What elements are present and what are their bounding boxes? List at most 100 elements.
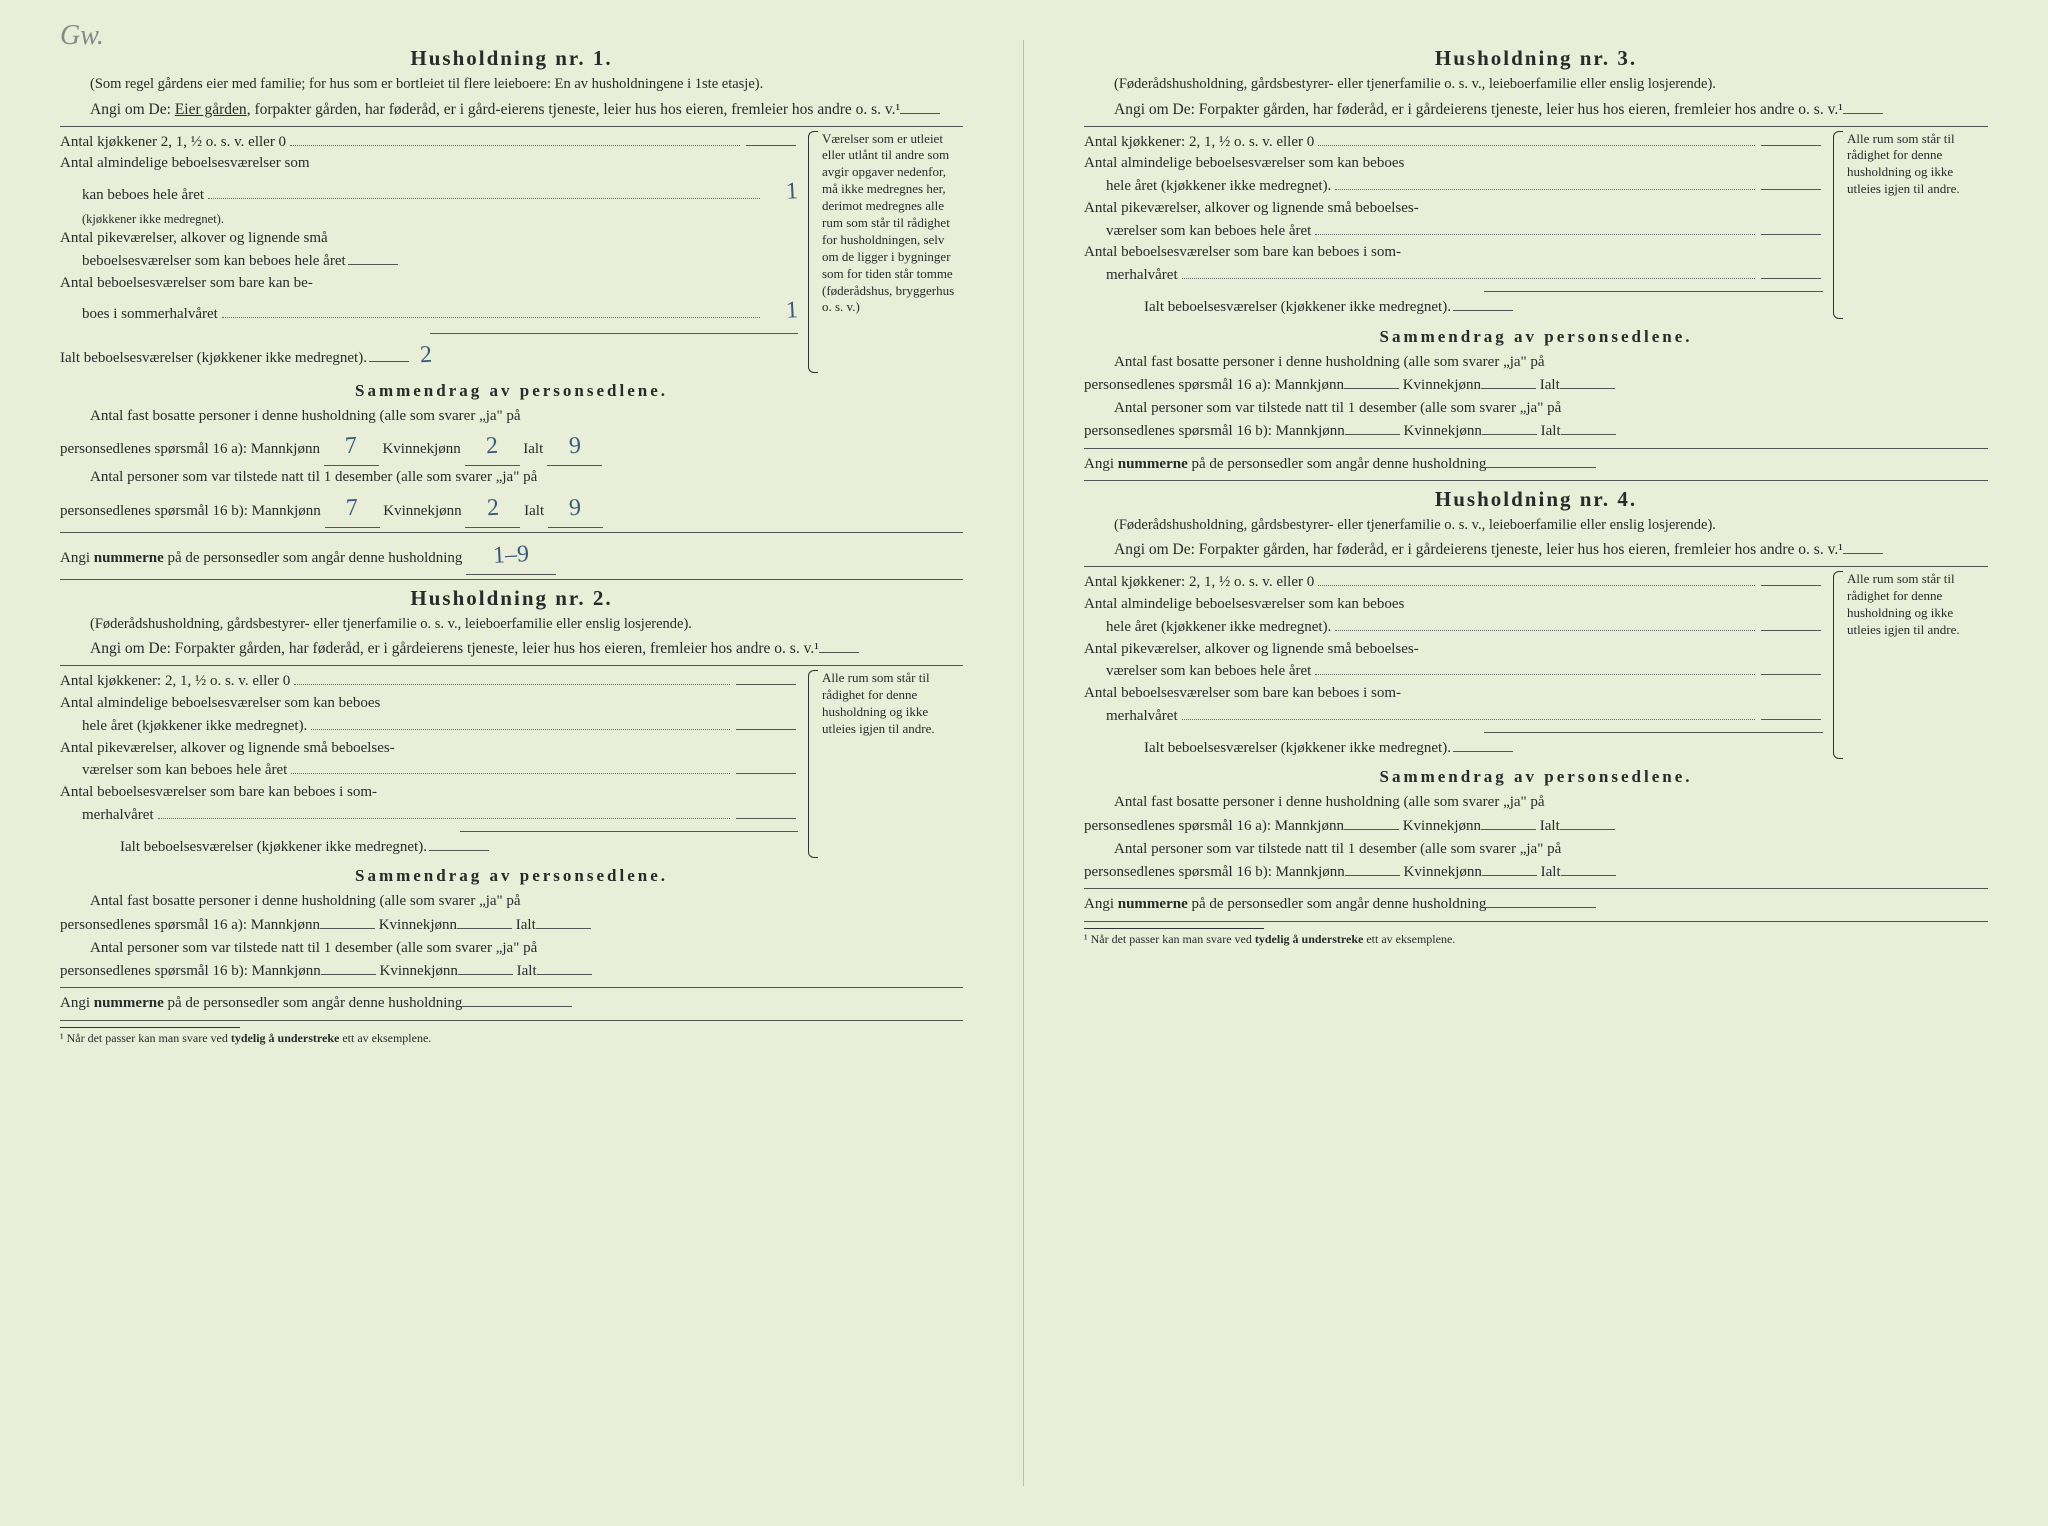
h2-subtitle: (Føderådshusholdning, gårdsbestyrer- ell… (60, 615, 963, 635)
h4-title: Husholdning nr. 4. (1084, 487, 1988, 512)
h2-r4a: Antal beboelsesværelser som bare kan beb… (60, 782, 377, 804)
h1-r1: Antal kjøkkener 2, 1, ½ o. s. v. eller 0 (60, 132, 286, 154)
h3-r4b: merhalvåret (1084, 265, 1178, 287)
h3-r2a: Antal almindelige beboelsesværelser som … (1084, 153, 1404, 175)
h3-sum-title: Sammendrag av personsedlene. (1084, 327, 1988, 347)
h2-sum-3c: på de personsedler som angår denne husho… (164, 995, 463, 1011)
hw-k1: 2 (476, 427, 508, 466)
kv4: Kvinnekjønn (380, 963, 458, 979)
h4-question: Angi om De: Forpakter gården, har føderå… (1084, 538, 1988, 562)
h1-r4a: Antal beboelsesværelser som bare kan be- (60, 273, 313, 295)
h4-sum-2a: Antal personer som var tilstede natt til… (1084, 838, 1988, 861)
h4-r4a: Antal beboelsesværelser som bare kan beb… (1084, 683, 1401, 705)
kv2: Kvinnekjønn (383, 503, 461, 519)
h2-question: Angi om De: Forpakter gården, har føderå… (60, 637, 963, 661)
hw-i2: 9 (559, 489, 591, 528)
h3-r1: Antal kjøkkener: 2, 1, ½ o. s. v. eller … (1084, 132, 1314, 154)
h4-sum-1a: Antal fast bosatte personer i denne hush… (1084, 791, 1988, 814)
h4-subtitle: (Føderådshusholdning, gårdsbestyrer- ell… (1084, 516, 1988, 536)
h1-q-a: Angi om De: (90, 101, 175, 118)
h3-sum-2a: Antal personer som var tilstede natt til… (1084, 397, 1988, 420)
h3-title: Husholdning nr. 3. (1084, 46, 1988, 71)
h2-r2a: Antal almindelige beboelsesværelser som … (60, 693, 380, 715)
h3-r3a: Antal pikeværelser, alkover og lignende … (1084, 198, 1419, 220)
h2-r3b: værelser som kan beboes hele året (60, 760, 287, 782)
footnote-left: ¹ Når det passer kan man svare ved tydel… (60, 1031, 963, 1046)
h1-rooms: Antal kjøkkener 2, 1, ½ o. s. v. eller 0… (60, 131, 963, 373)
h2-r1: Antal kjøkkener: 2, 1, ½ o. s. v. eller … (60, 671, 290, 693)
h1-sum-3c: på de personsedler som angår denne husho… (164, 550, 463, 566)
h1-sum-1a: Antal fast bosatte personer i denne hush… (60, 405, 963, 428)
h2-r5: Ialt beboelsesværelser (kjøkkener ikke m… (60, 837, 427, 859)
h4-r3b: værelser som kan beboes hele året (1084, 661, 1311, 683)
kv: Kvinnekjønn (382, 441, 460, 457)
hw-alm: 1 (763, 174, 799, 211)
hw-m1: 7 (335, 427, 367, 466)
h2-sum-1a: Antal fast bosatte personer i denne hush… (60, 890, 963, 913)
h4-r4b: merhalvåret (1084, 706, 1178, 728)
h2-sum-3b: nummerne (94, 995, 164, 1011)
h2-r3a: Antal pikeværelser, alkover og lignende … (60, 738, 395, 760)
hw-k2: 2 (477, 489, 509, 528)
h3-rooms: Antal kjøkkener: 2, 1, ½ o. s. v. eller … (1084, 131, 1988, 319)
h2-title: Husholdning nr. 2. (60, 586, 963, 611)
h1-r2a: Antal almindelige beboelsesværelser som (60, 153, 310, 175)
h1-r4b: boes i sommerhalvåret (60, 304, 218, 326)
h1-q-ul: Eier gården (175, 101, 247, 118)
h4-rooms: Antal kjøkkener: 2, 1, ½ o. s. v. eller … (1084, 571, 1988, 759)
h3-r4a: Antal beboelsesværelser som bare kan beb… (1084, 242, 1401, 264)
h4-sum-2b: personsedlenes spørsmål 16 b): Mannkjønn (1084, 864, 1345, 880)
h1-sum-2b: personsedlenes spørsmål 16 b): Mannkjønn (60, 503, 321, 519)
h2-sum-1b: personsedlenes spørsmål 16 a): Mannkjønn (60, 917, 320, 933)
ia4: Ialt (517, 963, 537, 979)
h2-sum-2b: personsedlenes spørsmål 16 b): Mannkjønn (60, 963, 321, 979)
right-page: Husholdning nr. 3. (Føderådshusholdning,… (1024, 40, 2048, 1486)
h1-r5: Ialt beboelsesværelser (kjøkkener ikke m… (60, 348, 367, 370)
ia3: Ialt (516, 917, 536, 933)
h1-room-note: Værelser som er utleiet eller utlånt til… (822, 131, 954, 315)
h1-subtitle: (Som regel gårdens eier med familie; for… (60, 75, 963, 95)
h1-q-b: , forpakter gården, har føderåd, er i gå… (247, 101, 901, 118)
hw-m2: 7 (336, 489, 368, 528)
hw-num: 1–9 (492, 536, 530, 575)
h3-r5: Ialt beboelsesværelser (kjøkkener ikke m… (1084, 297, 1451, 319)
h2-sum-3a: Angi (60, 995, 94, 1011)
hw-som: 1 (763, 293, 799, 330)
h1-r3b: beboelsesværelser som kan beboes hele år… (60, 251, 346, 273)
h4-sum-1b: personsedlenes spørsmål 16 a): Mannkjønn (1084, 818, 1344, 834)
ia2: Ialt (524, 503, 544, 519)
h3-sum-2b: personsedlenes spørsmål 16 b): Mannkjønn (1084, 423, 1345, 439)
h2-rooms: Antal kjøkkener: 2, 1, ½ o. s. v. eller … (60, 670, 963, 858)
h1-question: Angi om De: Eier gården, forpakter gårde… (60, 98, 963, 122)
h4-room-note: Alle rum som står til rådighet for denne… (1847, 571, 1960, 637)
h4-r5: Ialt beboelsesværelser (kjøkkener ikke m… (1084, 738, 1451, 760)
h1-sum-3b: nummerne (94, 550, 164, 566)
h1-title: Husholdning nr. 1. (60, 46, 963, 71)
h3-room-note: Alle rum som står til rådighet for denne… (1847, 131, 1960, 197)
h1-sum-title: Sammendrag av personsedlene. (60, 381, 963, 401)
h4-r2a: Antal almindelige beboelsesværelser som … (1084, 594, 1404, 616)
h1-r2c: (kjøkkener ikke medregnet). (60, 210, 224, 228)
h2-r4b: merhalvåret (60, 805, 154, 827)
h3-sum-1b: personsedlenes spørsmål 16 a): Mannkjønn (1084, 377, 1344, 393)
footnote-right: ¹ Når det passer kan man svare ved tydel… (1084, 932, 1988, 947)
h2-sum-title: Sammendrag av personsedlene. (60, 866, 963, 886)
h2-room-note: Alle rum som står til rådighet for denne… (822, 670, 935, 736)
h3-question: Angi om De: Forpakter gården, har føderå… (1084, 98, 1988, 122)
hw-i1: 9 (559, 427, 591, 466)
hw-ialt: 2 (410, 337, 442, 373)
h1-sum-1b: personsedlenes spørsmål 16 a): Mannkjønn (60, 441, 320, 457)
h1-r2b: kan beboes hele året (60, 185, 204, 207)
h4-r3a: Antal pikeværelser, alkover og lignende … (1084, 639, 1419, 661)
h1-sum-3a: Angi (60, 550, 94, 566)
h2-r2b: hele året (kjøkkener ikke medregnet). (60, 716, 307, 738)
ia: Ialt (523, 441, 543, 457)
h3-r2b: hele året (kjøkkener ikke medregnet). (1084, 176, 1331, 198)
h3-subtitle: (Føderådshusholdning, gårdsbestyrer- ell… (1084, 75, 1988, 95)
h2-sum-2a: Antal personer som var tilstede natt til… (60, 937, 963, 960)
h3-r3b: værelser som kan beboes hele året (1084, 221, 1311, 243)
h3-sum-1a: Antal fast bosatte personer i denne hush… (1084, 351, 1988, 374)
kv3: Kvinnekjønn (379, 917, 457, 933)
left-page: Gw. Husholdning nr. 1. (Som regel gården… (0, 40, 1024, 1486)
h4-r2b: hele året (kjøkkener ikke medregnet). (1084, 617, 1331, 639)
